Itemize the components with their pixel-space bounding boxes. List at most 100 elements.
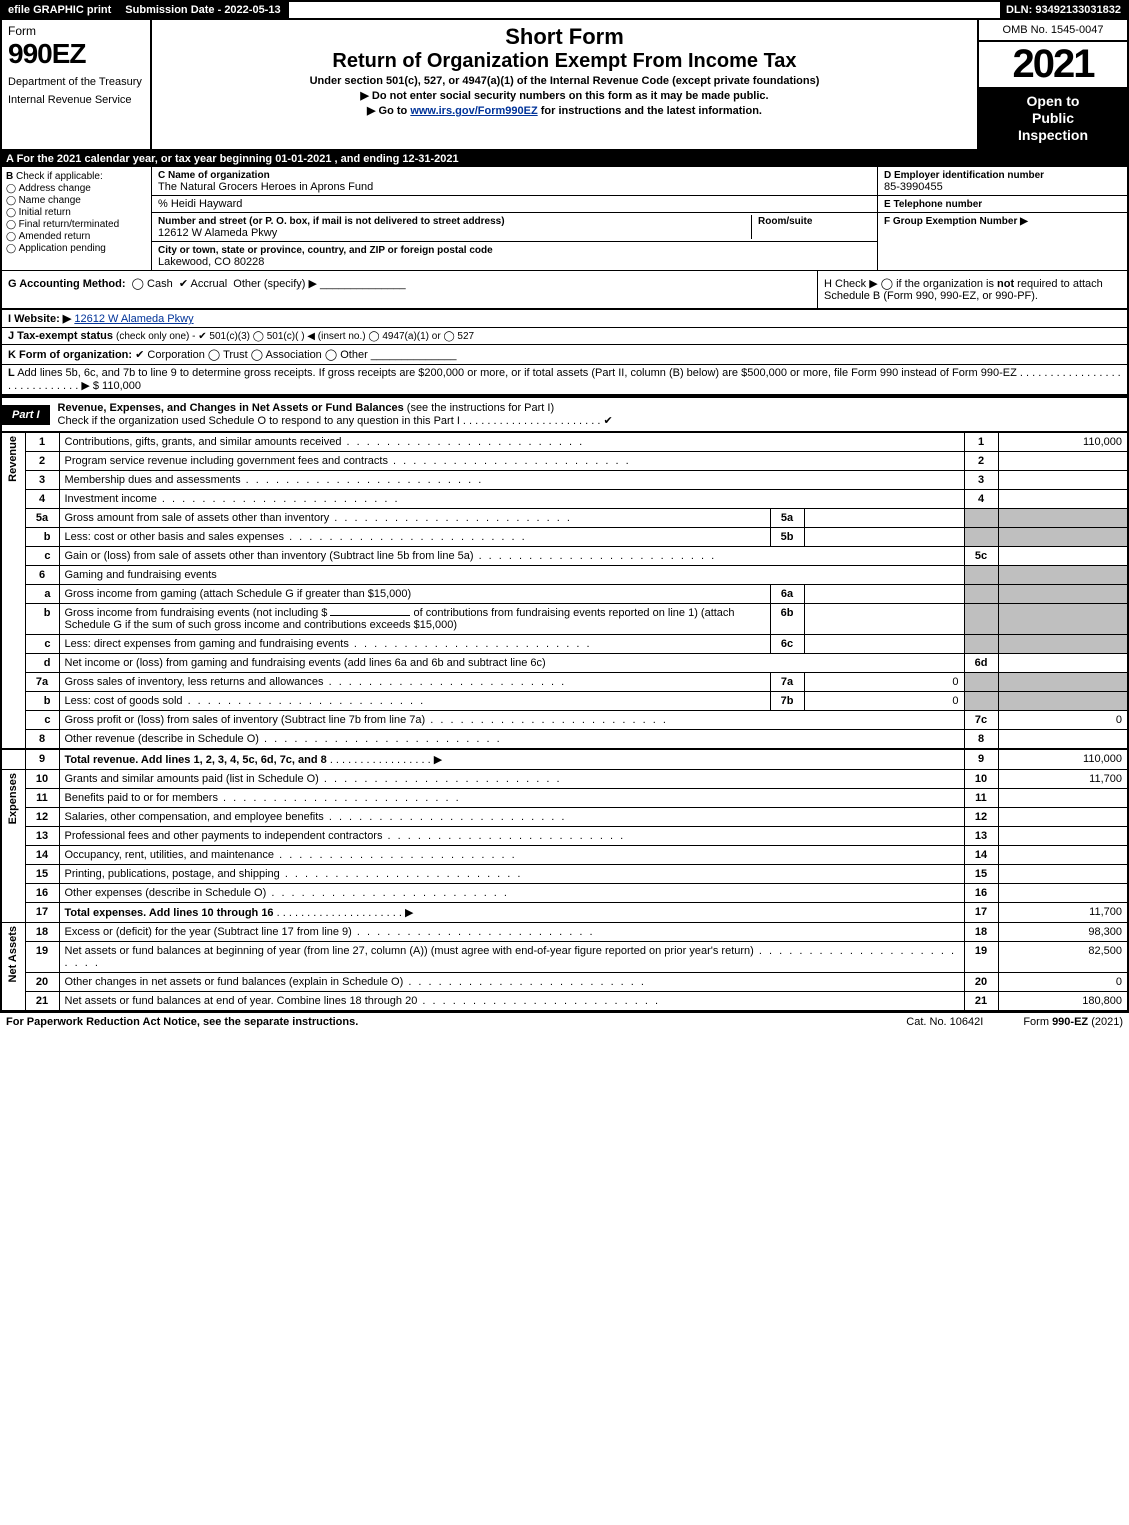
row-3: 3 Membership dues and assessments 3 [1, 471, 1128, 490]
dln: DLN: 93492133031832 [1000, 2, 1127, 18]
r14-desc: Occupancy, rent, utilities, and maintena… [59, 846, 964, 865]
r14-lnlab: 14 [964, 846, 998, 865]
row-17: 17 Total expenses. Add lines 10 through … [1, 903, 1128, 923]
section-e: E Telephone number [878, 196, 1127, 213]
website-link[interactable]: 12612 W Alameda Pkwy [74, 313, 193, 325]
section-a-period: A For the 2021 calendar year, or tax yea… [0, 151, 1129, 167]
addr-label: Number and street (or P. O. box, if mail… [158, 216, 505, 227]
e-label: E Telephone number [884, 199, 982, 210]
footer-r-bold: 990-EZ [1052, 1016, 1088, 1028]
r6c-desc: Less: direct expenses from gaming and fu… [59, 635, 770, 654]
part-1-title: Revenue, Expenses, and Changes in Net As… [58, 402, 404, 414]
section-f: F Group Exemption Number ▶ [878, 213, 1127, 229]
r6c-num: c [25, 635, 59, 654]
r7c-lnlab: 7c [964, 711, 998, 730]
form-word: Form [8, 24, 144, 38]
r20-lnlab: 20 [964, 973, 998, 992]
r6-desc: Gaming and fundraising events [59, 566, 964, 585]
row-6: 6 Gaming and fundraising events [1, 566, 1128, 585]
title-right: OMB No. 1545-0047 2021 Open to Public In… [977, 20, 1127, 149]
j-text: (check only one) - ✔ 501(c)(3) ◯ 501(c)(… [116, 331, 474, 342]
r10-lnlab: 10 [964, 770, 998, 789]
row-5c: c Gain or (loss) from sale of assets oth… [1, 547, 1128, 566]
r7a-shade1 [964, 673, 998, 692]
c-name-label: C Name of organization [158, 170, 270, 181]
irs-link[interactable]: www.irs.gov/Form990EZ [410, 105, 537, 117]
r6a-shade1 [964, 585, 998, 604]
badge-l3: Inspection [1018, 127, 1088, 143]
r11-val [998, 789, 1128, 808]
row-6a: a Gross income from gaming (attach Sched… [1, 585, 1128, 604]
pct-name: % Heidi Hayward [158, 198, 242, 210]
r12-desc: Salaries, other compensation, and employ… [59, 808, 964, 827]
row-16: 16 Other expenses (describe in Schedule … [1, 884, 1128, 903]
title-center: Short Form Return of Organization Exempt… [152, 20, 977, 149]
c-name-block: C Name of organization The Natural Groce… [152, 167, 877, 196]
revenue-vlabel: Revenue [1, 433, 25, 749]
city-value: Lakewood, CO 80228 [158, 256, 264, 268]
r6a-num: a [25, 585, 59, 604]
r17-desc: Total expenses. Add lines 10 through 16 … [59, 903, 964, 923]
r3-val [998, 471, 1128, 490]
r12-val [998, 808, 1128, 827]
r6b-desc: Gross income from fundraising events (no… [59, 604, 770, 635]
footer-center: Cat. No. 10642I [866, 1016, 1023, 1028]
r5a-iv [804, 509, 964, 528]
r4-lnlab: 4 [964, 490, 998, 509]
sub3-pre: ▶ Go to [367, 105, 410, 117]
tax-year: 2021 [979, 42, 1127, 87]
l-label: L [8, 367, 15, 379]
chk-final-return[interactable]: Final return/terminated [6, 219, 147, 230]
section-b: B Check if applicable: Address change Na… [2, 167, 152, 270]
g-other: Other (specify) ▶ [233, 278, 317, 290]
r21-desc: Net assets or fund balances at end of ye… [59, 992, 964, 1011]
addr-value: 12612 W Alameda Pkwy [158, 227, 277, 239]
subtitle-2: ▶ Do not enter social security numbers o… [162, 89, 967, 102]
section-h: H Check ▶ ◯ if the organization is not r… [817, 271, 1127, 308]
subtitle-1: Under section 501(c), 527, or 4947(a)(1)… [162, 75, 967, 87]
section-i: I Website: ▶ 12612 W Alameda Pkwy [0, 310, 1129, 328]
dept-irs: Internal Revenue Service [8, 94, 144, 106]
row-11: 11 Benefits paid to or for members 11 [1, 789, 1128, 808]
room-label: Room/suite [758, 216, 812, 227]
chk-application-pending[interactable]: Application pending [6, 243, 147, 254]
r2-lnlab: 2 [964, 452, 998, 471]
r18-val: 98,300 [998, 923, 1128, 942]
r14-val [998, 846, 1128, 865]
r16-desc: Other expenses (describe in Schedule O) [59, 884, 964, 903]
r18-lnlab: 18 [964, 923, 998, 942]
r6b-shade2 [998, 604, 1128, 635]
r5a-il: 5a [770, 509, 804, 528]
b-label: B [6, 171, 13, 182]
chk-address-change[interactable]: Address change [6, 183, 147, 194]
section-def: D Employer identification number 85-3990… [877, 167, 1127, 270]
row-1: Revenue 1 Contributions, gifts, grants, … [1, 433, 1128, 452]
r11-desc: Benefits paid to or for members [59, 789, 964, 808]
efile-label: efile GRAPHIC print [2, 2, 119, 18]
badge-l1: Open to [1027, 93, 1080, 109]
r15-desc: Printing, publications, postage, and shi… [59, 865, 964, 884]
r5b-il: 5b [770, 528, 804, 547]
r9-num: 9 [25, 749, 59, 770]
r6b-d1: Gross income from fundraising events (no… [65, 607, 328, 619]
r5b-desc: Less: cost or other basis and sales expe… [59, 528, 770, 547]
section-g: G Accounting Method: ◯ Cash ✔ Accrual Ot… [2, 271, 817, 308]
g-cash: Cash [147, 278, 173, 290]
r3-desc: Membership dues and assessments [59, 471, 964, 490]
dept-treasury: Department of the Treasury [8, 76, 144, 88]
h-not: not [997, 278, 1014, 290]
r6c-shade2 [998, 635, 1128, 654]
r10-desc: Grants and similar amounts paid (list in… [59, 770, 964, 789]
r5b-shade2 [998, 528, 1128, 547]
title-block: Form 990EZ Department of the Treasury In… [0, 20, 1129, 151]
section-gh: G Accounting Method: ◯ Cash ✔ Accrual Ot… [0, 270, 1129, 310]
chk-name-change[interactable]: Name change [6, 195, 147, 206]
r4-desc: Investment income [59, 490, 964, 509]
r7a-iv: 0 [804, 673, 964, 692]
chk-initial-return[interactable]: Initial return [6, 207, 147, 218]
r1-lnlab: 1 [964, 433, 998, 452]
chk-amended-return[interactable]: Amended return [6, 231, 147, 242]
b-text: Check if applicable: [16, 171, 103, 182]
r18-desc: Excess or (deficit) for the year (Subtra… [59, 923, 964, 942]
r13-desc: Professional fees and other payments to … [59, 827, 964, 846]
